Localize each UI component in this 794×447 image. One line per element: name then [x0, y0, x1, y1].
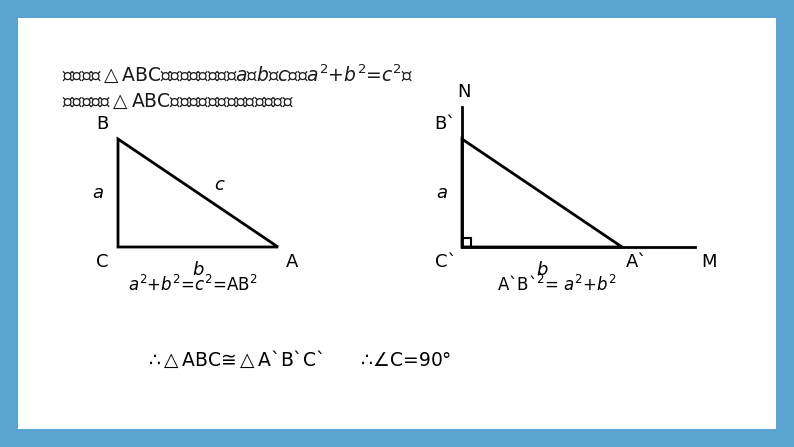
- Text: N: N: [457, 83, 471, 101]
- Text: ∴$\triangle$ABC≅$\triangle$A`B`C`      ∴∠C=90°: ∴$\triangle$ABC≅$\triangle$A`B`C` ∴∠C=90…: [148, 349, 452, 370]
- Text: $a^2$+$b^2$=$c^2$=AB$^2$: $a^2$+$b^2$=$c^2$=AB$^2$: [128, 275, 258, 295]
- FancyBboxPatch shape: [18, 18, 776, 429]
- Text: B: B: [96, 115, 108, 133]
- Text: $b$: $b$: [191, 261, 204, 279]
- Text: A`B`$^2$= $a^2$+$b^2$: A`B`$^2$= $a^2$+$b^2$: [497, 275, 617, 295]
- Text: C`: C`: [434, 253, 456, 271]
- Text: $a$: $a$: [436, 184, 448, 202]
- Text: A`: A`: [626, 253, 647, 271]
- Text: M: M: [701, 253, 716, 271]
- Text: C: C: [96, 253, 108, 271]
- Text: B`: B`: [435, 115, 456, 133]
- Text: 你能否判断$\triangle$ABC是直角三角形？并说明理由。: 你能否判断$\triangle$ABC是直角三角形？并说明理由。: [62, 92, 294, 111]
- Text: 已知：在$\triangle$ABC中，三边长分别为$a$，$b$，$c$，且$a^2$+$b^2$=$c^2$，: 已知：在$\triangle$ABC中，三边长分别为$a$，$b$，$c$，且$…: [62, 62, 414, 84]
- Text: $b$: $b$: [536, 261, 549, 279]
- Text: $a$: $a$: [92, 184, 104, 202]
- Text: $c$: $c$: [214, 176, 225, 194]
- Text: A: A: [286, 253, 299, 271]
